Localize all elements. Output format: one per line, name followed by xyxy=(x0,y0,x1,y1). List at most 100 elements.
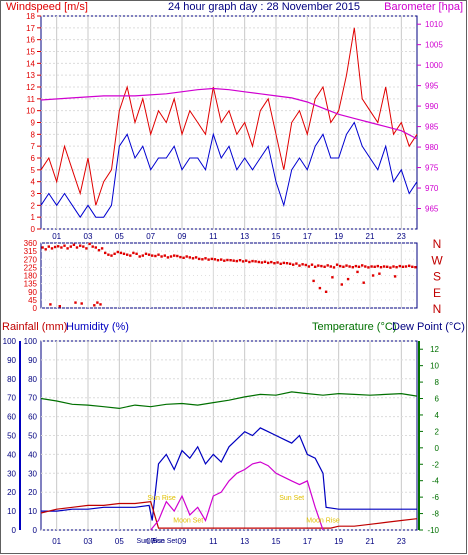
panel1-left-tick-label: 13 xyxy=(26,71,35,80)
panel2-direction-point xyxy=(373,265,376,268)
panel2-direction-point xyxy=(154,254,157,258)
panel1-left-tick-label: 2 xyxy=(31,201,36,210)
panel2-direction-point xyxy=(241,260,245,263)
panel3-left-tick-label: 0 xyxy=(12,526,17,535)
panel1-left-axis-label: Windspeed [m/s] xyxy=(6,1,88,13)
panel1-left-tick-label: 11 xyxy=(27,95,36,104)
panel3-right-tick-label: 10 xyxy=(430,362,439,371)
panel1-left-tick-label: 8 xyxy=(31,130,36,139)
panel2-direction-point xyxy=(354,264,358,268)
panel2-direction-point xyxy=(135,252,138,255)
panel1-left-tick-label: 6 xyxy=(31,154,36,163)
panel3-right-tick-label: 2 xyxy=(435,427,440,436)
panel3-inner-tick-label: 30 xyxy=(28,469,37,478)
panel2-direction-point xyxy=(260,261,264,264)
panel2-direction-point xyxy=(97,249,101,252)
panel2-direction-point xyxy=(226,258,229,262)
panel3-left-tick-label: 70 xyxy=(7,394,16,403)
panel2-direction-point xyxy=(147,253,151,256)
panel1-x-tick-label: 17 xyxy=(303,232,312,241)
panel3-x-tick-label: 11 xyxy=(209,537,218,546)
panel3-annotation: Sun Rise xyxy=(136,538,165,545)
panel2-direction-point xyxy=(254,260,257,263)
panel3-right-tick-label: 0 xyxy=(435,444,440,453)
panel2-direction-point xyxy=(113,252,116,255)
panel2-direction-point xyxy=(182,256,185,259)
panel3-left-tick-label: 60 xyxy=(7,413,16,422)
panel1-left-tick-label: 4 xyxy=(31,178,36,187)
panel2-direction-point xyxy=(379,266,383,269)
panel2-direction-point xyxy=(279,262,282,265)
panel2-direction-point xyxy=(93,304,96,307)
panel1-left-tick-label: 5 xyxy=(31,166,36,175)
panel2-direction-point xyxy=(401,265,405,268)
panel2-direction-point xyxy=(273,262,276,265)
panel2-direction-point xyxy=(326,264,329,267)
panel3-inner-tick-label: 90 xyxy=(28,356,37,365)
panel3-humidity-label: Humidity (%) xyxy=(66,321,129,333)
panel2-direction-point xyxy=(96,301,99,304)
panel1-right-tick-label: 965 xyxy=(425,205,439,214)
panel3-inner-tick-label: 10 xyxy=(28,507,37,516)
panel2-direction-point xyxy=(382,265,386,268)
panel2-direction-point xyxy=(213,258,217,261)
panel2-direction-point xyxy=(69,245,72,248)
panel2-direction-point xyxy=(188,256,191,259)
panel2-compass-label: E xyxy=(433,286,441,300)
panel2-direction-point xyxy=(393,275,397,278)
panel2-direction-point xyxy=(398,264,401,268)
panel2-direction-point xyxy=(285,262,289,265)
panel2-direction-point xyxy=(104,251,107,255)
panel2-direction-point xyxy=(292,263,295,266)
panel2-direction-point xyxy=(201,258,204,261)
panel2-direction-point xyxy=(329,265,332,268)
panel2-direction-point xyxy=(411,265,414,268)
panel2-direction-point xyxy=(75,246,79,249)
panel2-direction-point xyxy=(72,243,76,246)
panel1-left-tick-label: 15 xyxy=(26,48,35,57)
panel2-direction-point xyxy=(157,253,160,256)
panel2-left-tick-label: 0 xyxy=(33,304,38,313)
panel1-x-tick-label: 19 xyxy=(334,232,343,241)
panel2-left-tick-label: 360 xyxy=(24,239,38,248)
panel1-x-tick-label: 23 xyxy=(397,232,406,241)
panel2-direction-point xyxy=(340,283,343,286)
panel2-direction-point xyxy=(317,264,320,267)
panel2-direction-point xyxy=(53,245,57,249)
panel2-direction-point xyxy=(119,251,123,255)
panel3-left-tick-label: 20 xyxy=(7,488,16,497)
panel2-compass-label: N xyxy=(433,302,442,316)
panel1-series-barometer xyxy=(40,87,418,140)
panel3-inner-tick-label: 60 xyxy=(28,413,37,422)
panel1-x-tick-label: 07 xyxy=(146,232,155,241)
panel2-direction-point xyxy=(169,255,173,258)
panel2-direction-point xyxy=(408,264,411,267)
panel3-inner-tick-label: 80 xyxy=(28,375,37,384)
panel3-right-tick-label: -6 xyxy=(432,493,440,502)
panel2-direction-point xyxy=(342,265,345,268)
panel2-compass-label: N xyxy=(433,237,442,251)
panel2-direction-point xyxy=(270,260,273,264)
panel2-direction-point xyxy=(141,254,144,257)
panel2-direction-point xyxy=(204,257,207,260)
panel2-direction-point xyxy=(323,265,326,268)
panel2-direction-point xyxy=(194,256,198,259)
panel3-x-tick-label: 07 xyxy=(146,537,155,546)
panel2-direction-point xyxy=(332,266,336,269)
panel2-direction-point xyxy=(223,259,226,262)
panel3-left-tick-label: 80 xyxy=(7,375,16,384)
panel1-left-tick-label: 1 xyxy=(31,213,36,222)
panel2-left-tick-label: 135 xyxy=(24,280,38,289)
panel2-direction-point xyxy=(232,259,235,262)
panel2-direction-point xyxy=(395,266,398,269)
panel2-direction-point xyxy=(100,247,104,250)
panel2-direction-point xyxy=(238,259,242,262)
panel2-direction-point xyxy=(160,255,163,258)
panel1-series-wind_gust xyxy=(40,27,418,206)
panel2-direction-point xyxy=(362,281,365,284)
panel2-direction-point xyxy=(351,266,354,269)
panel2-direction-point xyxy=(276,261,279,264)
panel2-direction-point xyxy=(50,247,54,250)
panel2-direction-point xyxy=(85,247,88,250)
